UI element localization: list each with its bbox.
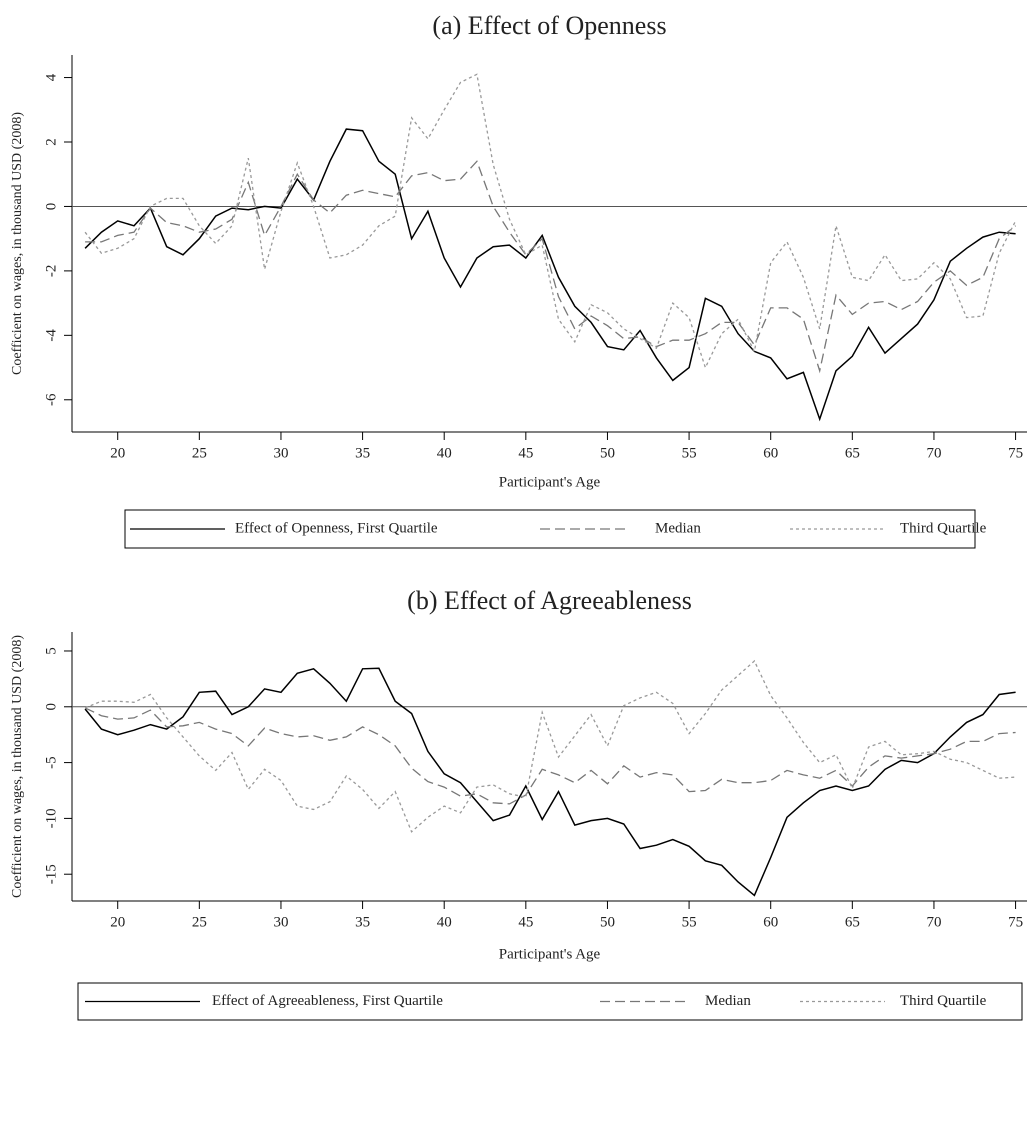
x-tick-label: 35	[355, 914, 370, 930]
y-axis-label: Coefficient on wages, in thousand USD (2…	[10, 635, 25, 898]
x-tick-label: 55	[682, 914, 697, 930]
legend-label: Median	[655, 520, 701, 536]
y-tick-label: -2	[43, 265, 59, 278]
x-tick-label: 55	[682, 445, 697, 461]
x-tick-label: 45	[518, 445, 533, 461]
chart-title: (a) Effect of Openness	[432, 11, 666, 40]
y-tick-label: 0	[43, 203, 59, 211]
x-tick-label: 60	[763, 914, 778, 930]
x-axis-label: Participant's Age	[499, 474, 601, 490]
legend-label: Effect of Agreeableness, First Quartile	[212, 993, 443, 1009]
x-tick-label: 20	[110, 914, 125, 930]
series-line	[84, 707, 1016, 805]
x-tick-label: 30	[273, 445, 288, 461]
x-tick-label: 70	[926, 914, 941, 930]
x-tick-label: 65	[845, 914, 860, 930]
series-line	[84, 659, 1016, 833]
x-tick-label: 25	[192, 445, 207, 461]
x-tick-label: 40	[437, 914, 452, 930]
x-tick-label: 60	[763, 445, 778, 461]
x-tick-label: 35	[355, 445, 370, 461]
x-tick-label: 45	[518, 914, 533, 930]
y-tick-label: -10	[43, 808, 59, 828]
y-tick-label: 2	[43, 138, 59, 146]
x-axis-label: Participant's Age	[499, 946, 601, 962]
x-tick-label: 40	[437, 445, 452, 461]
chart-title: (b) Effect of Agreeableness	[407, 586, 692, 615]
series-line	[84, 128, 1016, 422]
x-tick-label: 30	[273, 914, 288, 930]
series-line	[85, 160, 1017, 374]
series-line	[84, 73, 1017, 370]
x-tick-label: 20	[110, 445, 125, 461]
legend-label: Median	[705, 993, 751, 1009]
y-axis-label: Coefficient on wages, in thousand USD (2…	[10, 112, 25, 375]
x-tick-label: 25	[192, 914, 207, 930]
y-tick-label: 4	[43, 73, 59, 81]
x-tick-label: 75	[1008, 445, 1023, 461]
legend-label: Third Quartile	[900, 993, 987, 1009]
x-tick-label: 50	[600, 914, 615, 930]
legend-label: Third Quartile	[900, 520, 987, 536]
y-tick-label: -5	[43, 756, 59, 769]
y-tick-label: -6	[43, 393, 59, 406]
x-tick-label: 50	[600, 445, 615, 461]
y-tick-label: -15	[43, 864, 59, 884]
y-tick-label: 0	[43, 703, 59, 711]
y-tick-label: 5	[43, 647, 59, 655]
series-line	[84, 667, 1016, 897]
x-tick-label: 75	[1008, 914, 1023, 930]
legend-box	[124, 509, 976, 549]
legend-label: Effect of Openness, First Quartile	[235, 520, 438, 536]
legend-box	[77, 982, 1023, 1021]
y-tick-label: -4	[43, 329, 59, 342]
x-tick-label: 65	[845, 445, 860, 461]
x-tick-label: 70	[926, 445, 941, 461]
